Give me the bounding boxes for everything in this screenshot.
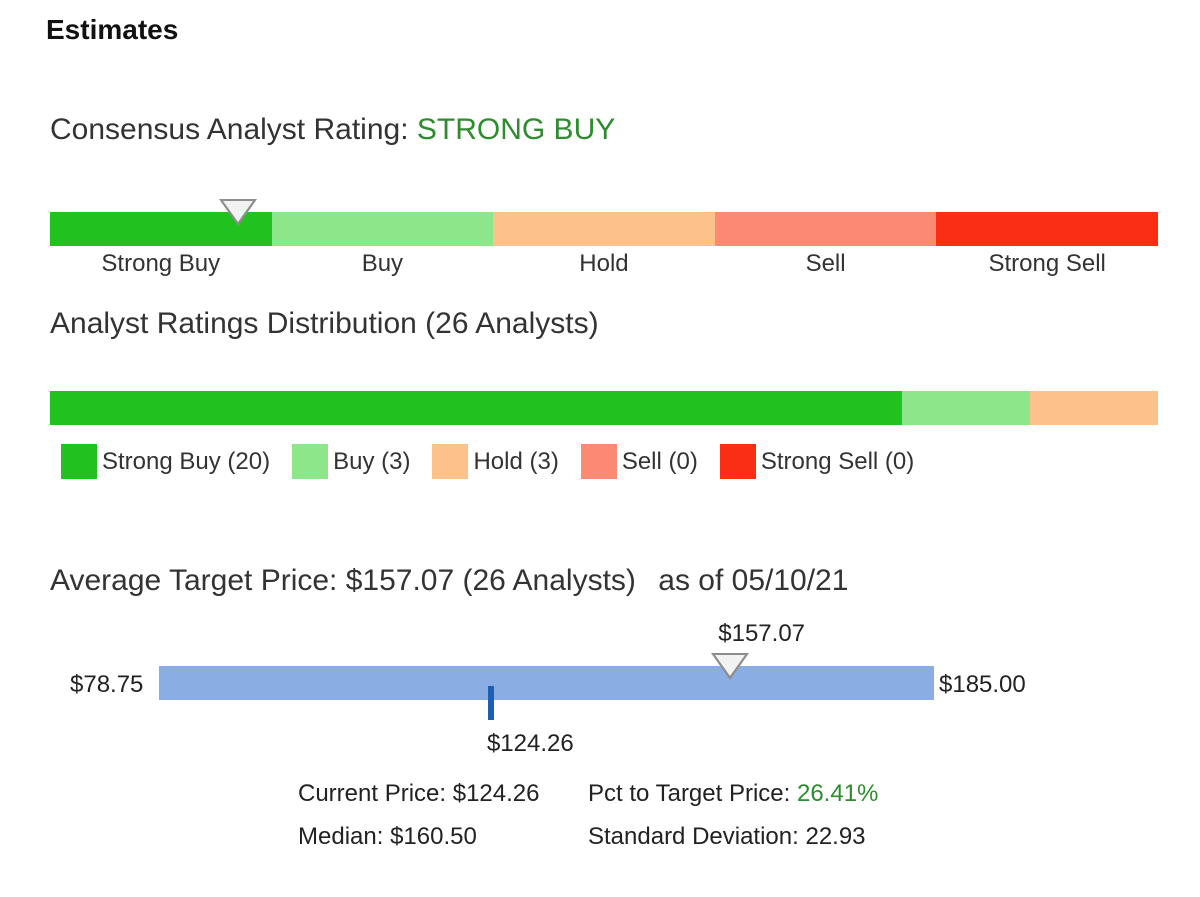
target-as-of: as of 05/10/21 [658,564,849,597]
rating-label-strong-buy: Strong Buy [101,250,221,277]
stat-pct-to-target: Pct to Target Price: 26.41% [588,780,878,808]
legend-item-buy: Buy (3) [292,444,410,479]
stat-current-price-value: $124.26 [452,780,540,807]
legend-label: Buy (3) [333,447,411,475]
legend-swatch [61,444,97,479]
legend-item-strong-sell: Strong Sell (0) [719,444,915,479]
rating-segment-strong-sell [936,212,1158,246]
distribution-bar [50,391,1158,425]
target-average-marker-icon [711,653,750,680]
stat-median: Median: $160.50 [298,823,477,851]
consensus-heading: Consensus Analyst Rating: STRONG BUY [50,113,615,147]
legend-item-strong-buy: Strong Buy (20) [61,444,270,479]
stat-median-label: Median: [298,823,384,850]
legend-label: Sell (0) [621,447,698,475]
distribution-segment-buy [902,391,1031,425]
page-title: Estimates [46,14,179,45]
stat-pct-value: 26.41% [796,780,879,807]
rating-label-buy: Buy [361,250,404,277]
stat-current-price: Current Price: $124.26 [298,780,539,808]
stat-std-value: 22.93 [805,823,866,850]
stat-std-label: Standard Deviation: [588,823,799,850]
current-price-tick [487,686,494,720]
consensus-label: Consensus Analyst Rating: [50,113,409,146]
target-low-label: $78.75 [70,671,144,698]
consensus-value: STRONG BUY [416,113,616,146]
distribution-segment-hold [1030,391,1158,425]
consensus-rating-labels: Strong Buy Buy Hold Sell Strong Sell [50,250,1158,278]
stat-std-dev: Standard Deviation: 22.93 [588,823,866,851]
rating-label-hold: Hold [579,250,629,277]
rating-segment-sell [714,212,937,246]
current-price-label: $124.26 [486,730,574,757]
legend-swatch [292,444,329,479]
stat-pct-label: Pct to Target Price: [588,780,791,807]
distribution-segment-strong-buy [50,391,903,425]
rating-segment-buy [271,212,494,246]
consensus-marker-icon [219,199,258,226]
target-average-label: $157.07 [718,620,806,647]
target-high-label: $185.00 [939,671,1026,698]
legend-swatch [432,444,469,479]
target-heading-text: Average Target Price: $157.07 (26 Analys… [50,564,636,597]
rating-segment-hold [493,212,715,246]
target-range-bar [159,666,934,700]
legend-swatch [580,444,617,479]
legend-label: Strong Buy (20) [102,447,271,475]
legend-item-sell: Sell (0) [580,444,698,479]
legend-item-hold: Hold (3) [432,444,559,479]
target-heading: Average Target Price: $157.07 (26 Analys… [50,564,848,598]
legend-label: Strong Sell (0) [760,447,915,475]
distribution-legend: Strong Buy (20) Buy (3) Hold (3) Sell (0) St… [61,444,936,479]
stat-current-price-label: Current Price: [298,780,447,807]
legend-label: Hold (3) [473,447,559,475]
consensus-rating-bar [50,212,1158,246]
rating-label-strong-sell: Strong Sell [988,250,1106,277]
rating-label-sell: Sell [805,250,846,277]
distribution-heading: Analyst Ratings Distribution (26 Analyst… [50,307,599,340]
stat-median-value: $160.50 [390,823,477,850]
legend-swatch [719,444,756,479]
